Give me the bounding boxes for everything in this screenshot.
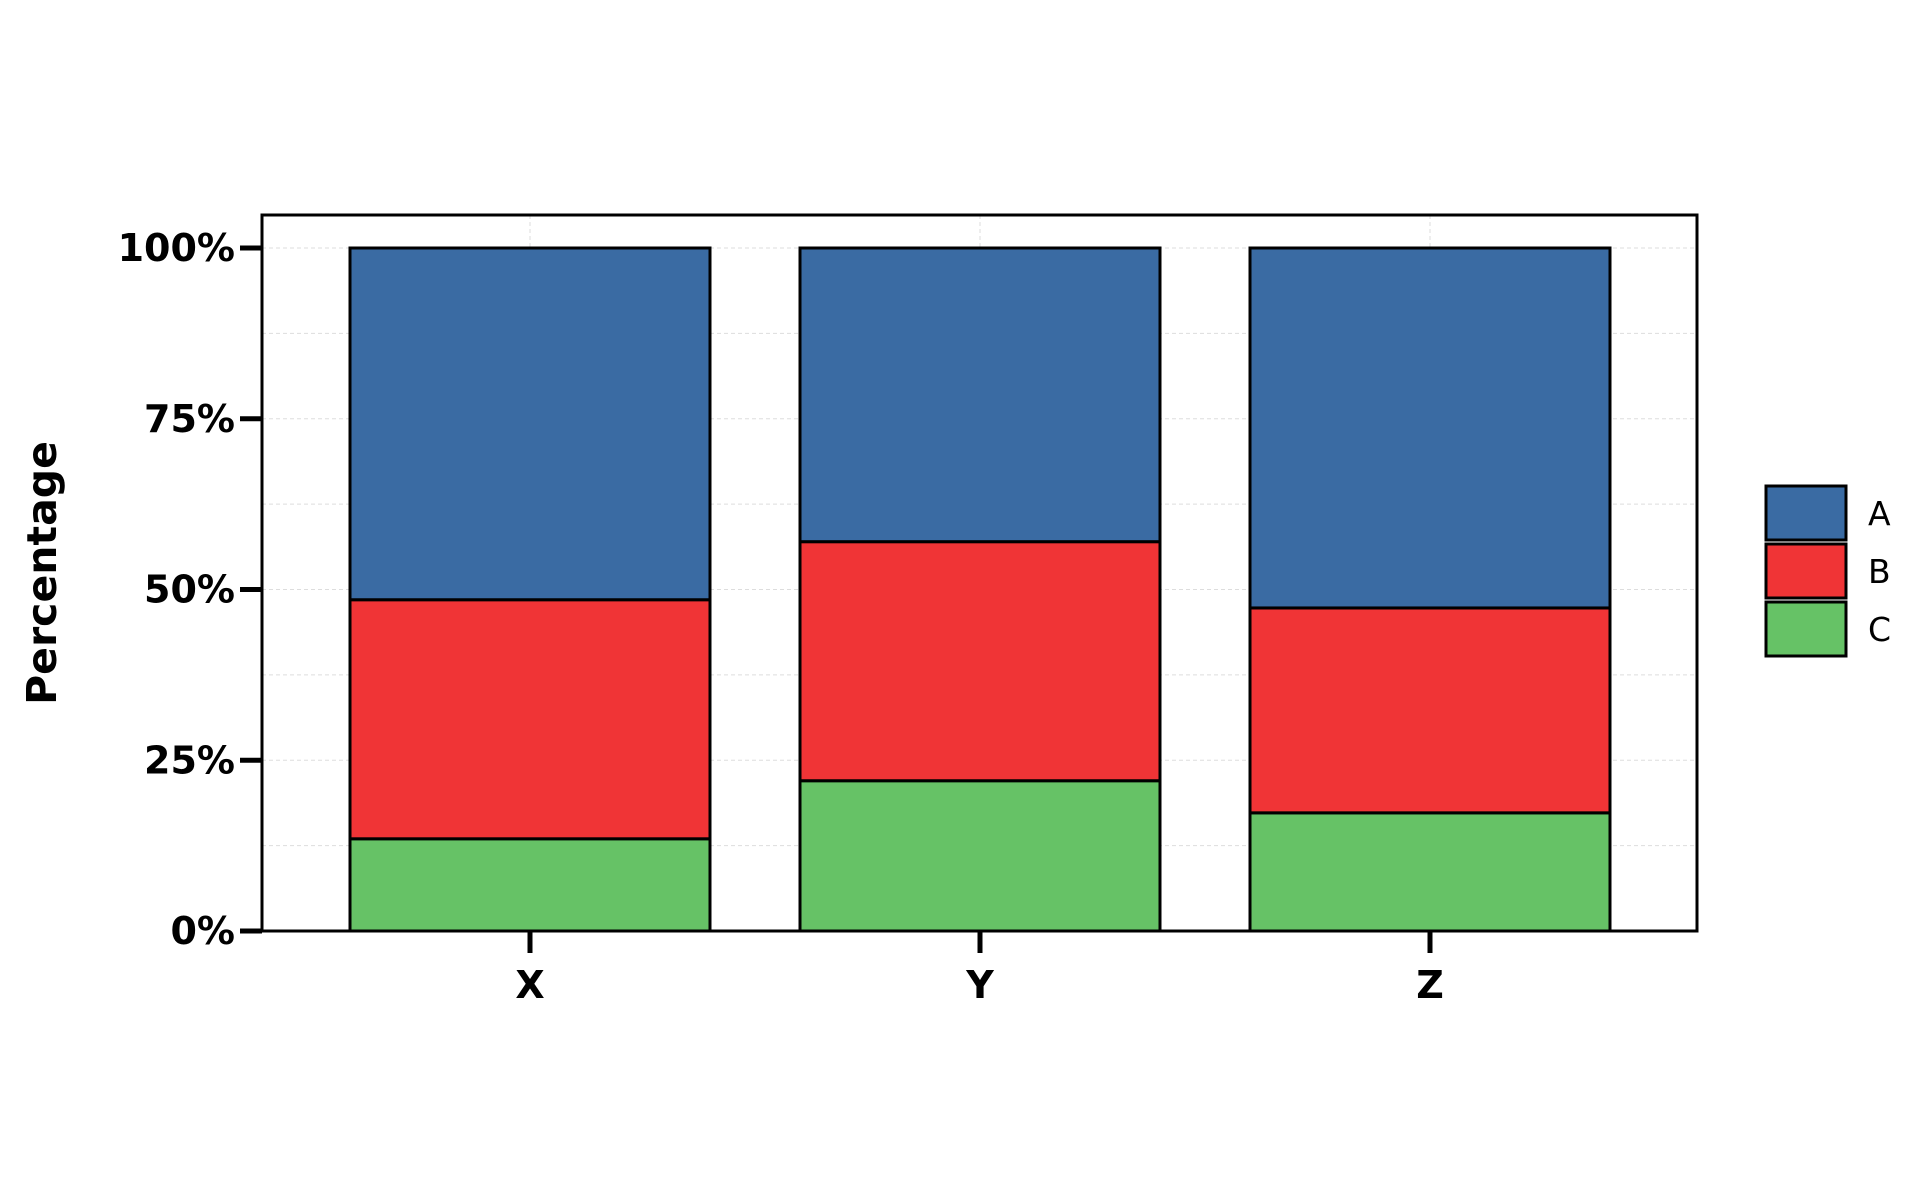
y-tick-label: 25% [144, 738, 235, 782]
x-axis: X Y Z [515, 931, 1444, 1007]
y-axis: 0% 25% 50% 75% 100% [118, 226, 262, 953]
x-tick-label: Z [1416, 963, 1444, 1007]
legend-swatch-a [1764, 484, 1848, 542]
y-axis-title: Percentage [18, 441, 66, 705]
bar-segment-a-x [348, 246, 712, 602]
legend-label-c: C [1868, 610, 1891, 649]
y-tick-label: 100% [118, 226, 235, 270]
bar-segment-b-y [798, 540, 1162, 783]
legend: ABC [1764, 484, 1891, 658]
x-tick-label: X [515, 963, 544, 1007]
bars [348, 246, 1612, 933]
legend-label-a: A [1868, 494, 1891, 533]
y-tick-label: 50% [144, 568, 235, 612]
bar-segment-b-x [348, 598, 712, 841]
bar-segment-b-z [1248, 606, 1612, 815]
bar-segment-c-y [798, 779, 1162, 933]
y-tick-label: 0% [170, 909, 235, 953]
legend-swatch-b [1764, 542, 1848, 600]
legend-swatch-c [1764, 600, 1848, 658]
x-tick-label: Y [965, 963, 994, 1007]
y-tick-label: 75% [144, 397, 235, 441]
bar-segment-a-y [798, 246, 1162, 544]
bar-segment-c-x [348, 837, 712, 933]
bar-segment-c-z [1248, 811, 1612, 933]
bar-segment-a-z [1248, 246, 1612, 610]
legend-label-b: B [1868, 552, 1891, 591]
